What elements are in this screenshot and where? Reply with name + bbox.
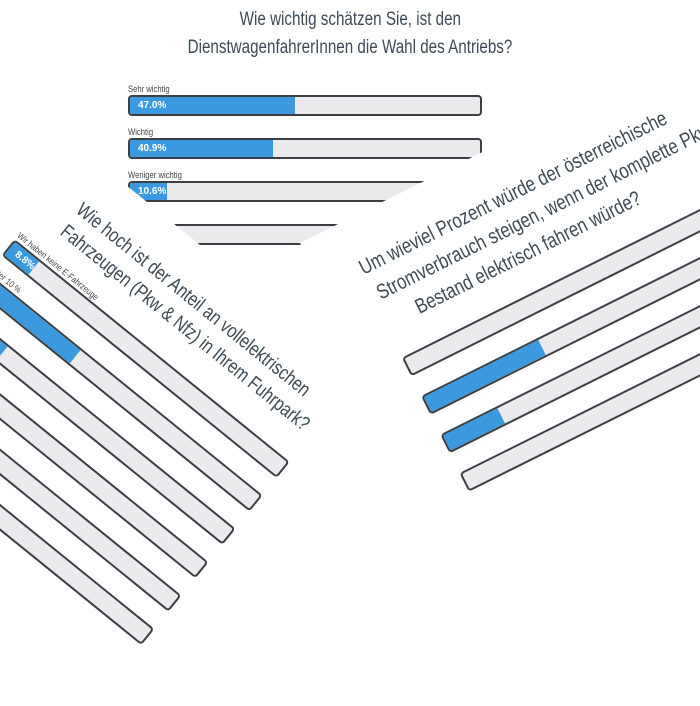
option-bar-fill <box>404 358 413 374</box>
option-bar-fill <box>130 97 295 114</box>
option-label: Sehr wichtig <box>128 84 170 94</box>
option-bar-fill <box>130 140 274 157</box>
option-percent: 10.6% <box>138 186 167 197</box>
title-line: DienstwagenfahrerInnen die Wahl des Antr… <box>187 37 513 58</box>
option-percent: 47.0% <box>138 100 167 111</box>
poll-title: Wie wichtig schätzen Sie, ist den Dienst… <box>0 6 700 62</box>
option-bar-fill <box>442 408 505 451</box>
option-bar-fill <box>462 473 470 490</box>
option-label: Wichtig <box>128 127 154 137</box>
option-label: Weniger wichtig <box>128 170 182 180</box>
title-line: Wie wichtig schätzen Sie, ist den <box>239 9 461 30</box>
option-bar[interactable]: 40.9% <box>128 138 482 159</box>
option-bar[interactable]: 47.0% <box>128 95 482 116</box>
option-percent: 40.9% <box>138 143 167 154</box>
